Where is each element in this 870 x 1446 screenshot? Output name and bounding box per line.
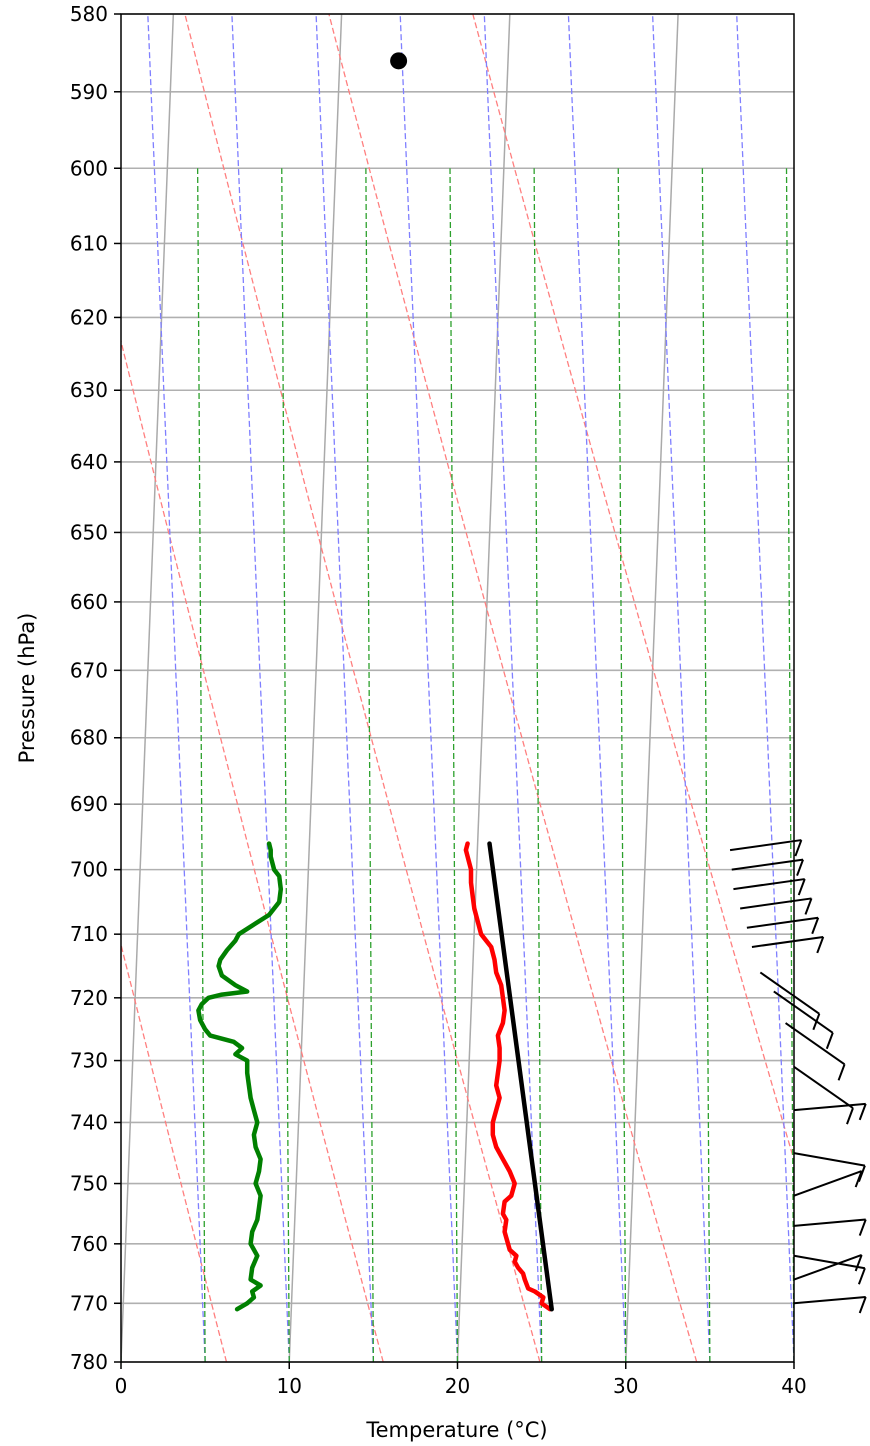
mixing-ratio-line — [617, 168, 627, 1362]
y-axis-label: Pressure (hPa) — [15, 613, 39, 764]
isotherm-line — [288, 14, 343, 1362]
moist-adiabat-line — [736, 14, 794, 1362]
dry-adiabat-line — [184, 14, 541, 1362]
moist-adiabat-line — [231, 14, 290, 1362]
moist-adiabat-line — [651, 14, 711, 1362]
x-tick-label: 10 — [277, 1374, 302, 1398]
dewpoint-profile-line — [196, 841, 284, 1312]
mixing-ratio-line — [701, 168, 711, 1362]
wind-barb — [746, 916, 820, 935]
wind-barb — [759, 971, 821, 1031]
x-tick-label: 30 — [613, 1374, 638, 1398]
x-tick-label: 20 — [445, 1374, 470, 1398]
moist-adiabat-line — [399, 14, 459, 1362]
mixing-ratio-line — [785, 168, 794, 1362]
mixing-ratio-line — [29, 168, 36, 1362]
y-tick-label: 690 — [70, 792, 108, 816]
wind-barb — [773, 990, 834, 1050]
isotherm-line — [625, 14, 679, 1362]
y-tick-label: 700 — [70, 858, 108, 882]
mixing-ratio-line — [449, 168, 459, 1362]
temperature-profile-line — [463, 841, 553, 1312]
isotherm-line — [793, 1342, 794, 1362]
wind-barbs — [729, 839, 867, 1314]
y-tick-label: 740 — [70, 1110, 108, 1134]
y-tick-label: 670 — [70, 658, 108, 682]
y-tick-label: 610 — [70, 231, 108, 255]
y-tick-label: 650 — [70, 520, 108, 544]
mixing-ratio-line — [281, 168, 290, 1362]
moist-adiabat-line — [147, 14, 206, 1362]
series-layer — [196, 52, 554, 1312]
isotherm-line — [0, 14, 5, 1362]
y-tick-label: 760 — [70, 1232, 108, 1256]
isotherm-line — [456, 14, 511, 1362]
x-tick-label: 0 — [115, 1374, 128, 1398]
moist-adiabat-line — [315, 14, 375, 1362]
wind-barb — [740, 897, 813, 915]
wind-barb — [729, 839, 803, 857]
reference-lines — [0, 14, 794, 1362]
wind-barb — [793, 1152, 866, 1182]
y-tick-label: 620 — [70, 305, 108, 329]
mixing-ratio-line — [365, 168, 375, 1362]
wind-barb — [733, 878, 806, 896]
dry-adiabat-line — [472, 14, 794, 1163]
y-tick-label: 720 — [70, 986, 108, 1010]
plot-frame — [120, 13, 795, 1363]
y-tick-label: 640 — [70, 450, 108, 474]
mixing-ratio-line — [196, 168, 206, 1362]
wind-barb — [785, 1022, 846, 1081]
wind-barb — [793, 1102, 867, 1121]
wind-barb — [793, 1254, 863, 1281]
x-ticks: 0 10 20 30 40 — [115, 1362, 807, 1398]
wind-barb — [731, 858, 804, 876]
dry-adiabat-line — [328, 14, 698, 1362]
wind-barb — [751, 935, 825, 954]
y-tick-label: 680 — [70, 726, 108, 750]
wind-barb — [793, 1065, 854, 1125]
wind-barb — [793, 1254, 866, 1285]
y-tick-label: 780 — [70, 1350, 108, 1374]
y-tick-label: 750 — [70, 1172, 108, 1196]
wind-barb — [793, 1218, 867, 1236]
mixing-ratio-line — [533, 168, 543, 1362]
wind-barb — [793, 1296, 867, 1314]
y-tick-label: 730 — [70, 1049, 108, 1073]
y-tick-label: 770 — [70, 1291, 108, 1315]
isotherm-line — [121, 14, 175, 1362]
wind-barb — [793, 1170, 863, 1197]
y-tick-label: 630 — [70, 378, 108, 402]
y-tick-label: 710 — [70, 922, 108, 946]
parcel-marker — [390, 52, 408, 70]
x-axis-label: Temperature (°C) — [365, 1418, 547, 1442]
y-ticks: 580 590 600 610 620 630 640 650 660 670 680 690 700 7… — [70, 2, 121, 1374]
pressure-gridlines — [121, 13, 794, 1363]
x-tick-label: 40 — [781, 1374, 806, 1398]
parcel-profile-line — [487, 841, 554, 1312]
y-tick-label: 590 — [70, 80, 108, 104]
y-tick-label: 580 — [70, 2, 108, 26]
y-tick-label: 660 — [70, 590, 108, 614]
dry-adiabat-line — [121, 338, 384, 1362]
moist-adiabat-line — [567, 14, 627, 1362]
y-tick-label: 600 — [70, 156, 108, 180]
